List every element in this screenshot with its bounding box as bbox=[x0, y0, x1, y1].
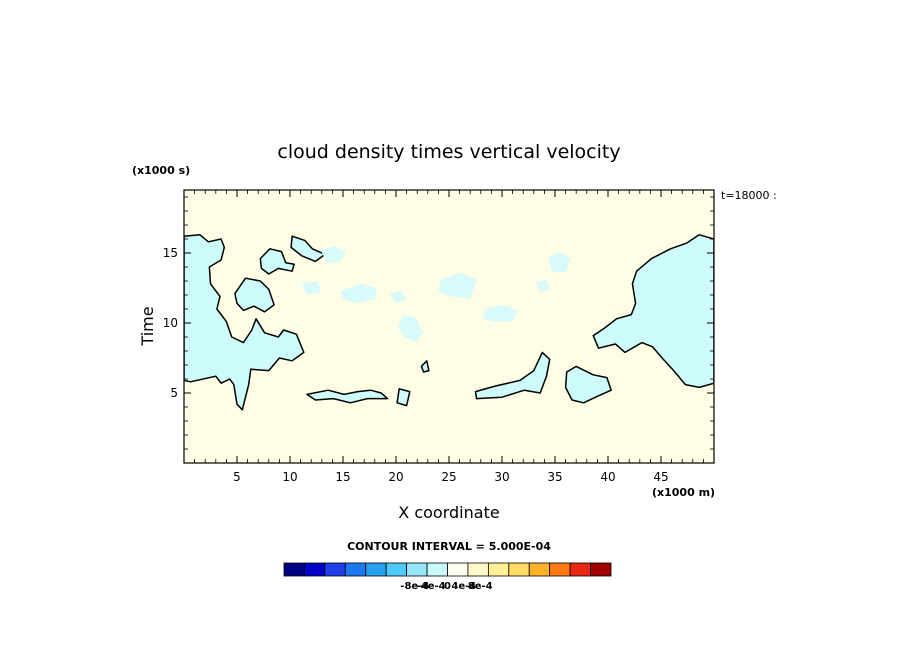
contour-regions bbox=[184, 234, 714, 411]
colorbar-swatch bbox=[447, 562, 469, 577]
colorbar-swatch bbox=[385, 562, 408, 577]
chart-title: cloud density times vertical velocity bbox=[277, 141, 620, 163]
y-tick-label: 5 bbox=[170, 386, 178, 400]
x-tick-label: 10 bbox=[282, 470, 297, 484]
contour-region-8 bbox=[474, 351, 551, 400]
contour-region-16 bbox=[548, 251, 571, 273]
contour-region-1 bbox=[184, 234, 305, 411]
colorbar-swatch bbox=[590, 562, 612, 577]
x-tick-label: 35 bbox=[547, 470, 562, 484]
contour-region-3 bbox=[234, 277, 275, 313]
contour-region-13 bbox=[438, 272, 477, 300]
x-tick-label: 45 bbox=[653, 470, 668, 484]
y-tick-label: 10 bbox=[163, 316, 178, 330]
y-unit-label: (x1000 s) bbox=[132, 164, 190, 177]
colorbar-swatch bbox=[304, 562, 326, 577]
contour-region-5 bbox=[306, 389, 389, 404]
x-tick-label: 25 bbox=[441, 470, 456, 484]
time-stamp-label: t=18000 : bbox=[721, 189, 777, 202]
colorbar-tick-label: 8e-4 bbox=[468, 581, 493, 592]
colorbar-swatch bbox=[467, 562, 489, 577]
contour-interval-label: CONTOUR INTERVAL = 5.000E-04 bbox=[347, 540, 551, 553]
colorbar-tick-label: 0 bbox=[444, 581, 451, 592]
colorbar-swatch bbox=[324, 562, 346, 577]
colorbar: -8e-4-4e-40 4e-48e-4 bbox=[283, 562, 612, 592]
contour-region-19 bbox=[301, 281, 321, 295]
colorbar-swatch bbox=[365, 562, 387, 577]
x-tick-label: 15 bbox=[335, 470, 350, 484]
y-axis-title: Time bbox=[138, 306, 157, 346]
axis-ticks: 5 10 15 20 25 30 35 40 45 5 10 15 bbox=[163, 190, 714, 484]
contour-region-7 bbox=[420, 360, 430, 373]
x-tick-label: 20 bbox=[388, 470, 403, 484]
contour-region-17 bbox=[535, 279, 551, 293]
colorbar-swatch bbox=[508, 562, 530, 577]
x-tick-label: 5 bbox=[233, 470, 241, 484]
contour-region-14 bbox=[398, 314, 424, 343]
colorbar-swatch bbox=[528, 562, 551, 577]
colorbar-swatch bbox=[549, 562, 571, 577]
colorbar-swatch bbox=[283, 562, 305, 577]
colorbar-swatch bbox=[344, 562, 367, 577]
colorbar-tick-label: -8e-4 bbox=[400, 581, 429, 592]
contour-region-12 bbox=[340, 283, 377, 304]
colorbar-swatch bbox=[569, 562, 591, 577]
x-unit-label: (x1000 m) bbox=[652, 486, 715, 499]
colorbar-tick-label: -4e-4 bbox=[417, 581, 446, 592]
contour-region-15 bbox=[482, 304, 518, 322]
contour-region-9 bbox=[564, 365, 612, 404]
contour-region-4 bbox=[290, 235, 326, 263]
contour-region-6 bbox=[396, 388, 411, 407]
x-axis-title: X coordinate bbox=[398, 503, 499, 522]
contour-region-10 bbox=[592, 234, 714, 389]
contour-region-2 bbox=[259, 248, 295, 275]
colorbar-swatch bbox=[406, 562, 428, 577]
y-tick-label: 15 bbox=[163, 246, 178, 260]
x-tick-label: 30 bbox=[494, 470, 509, 484]
contour-region-18 bbox=[389, 290, 407, 304]
x-tick-label: 40 bbox=[600, 470, 615, 484]
colorbar-swatch bbox=[426, 562, 448, 577]
colorbar-swatch bbox=[487, 562, 510, 577]
colorbar-tick-label: 4e-4 bbox=[451, 581, 476, 592]
contour-region-11 bbox=[320, 246, 347, 263]
